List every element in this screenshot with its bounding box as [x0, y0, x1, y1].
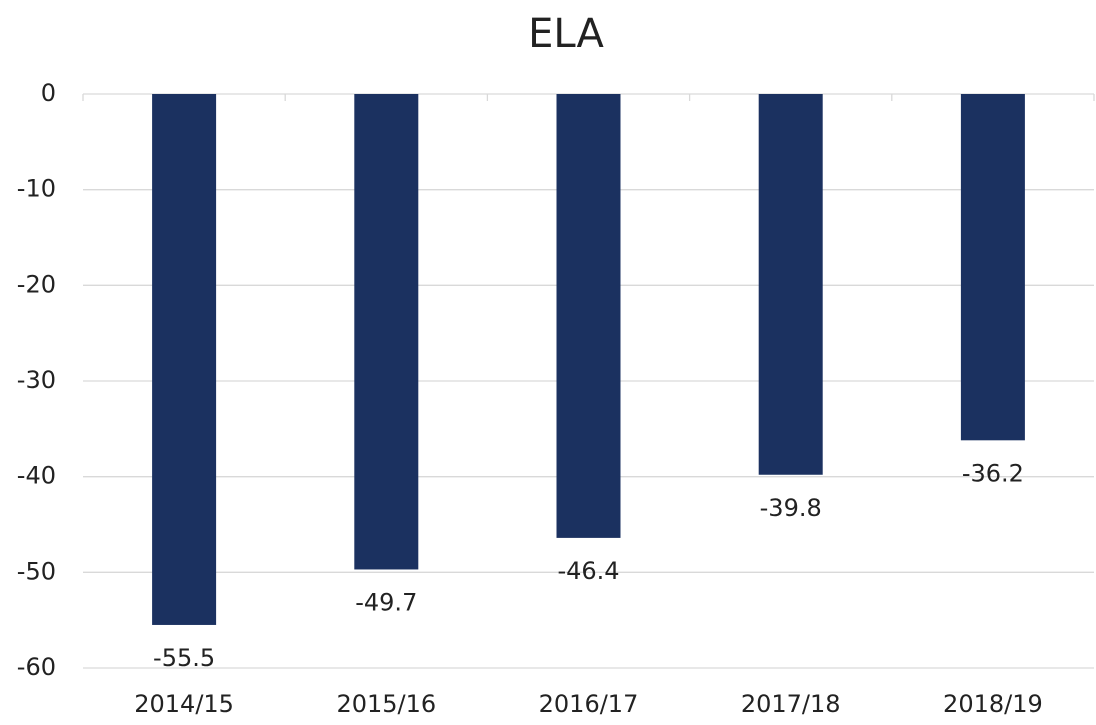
data-label: -36.2: [962, 459, 1024, 487]
y-tick-label: -60: [17, 653, 56, 681]
x-tick-label: 2015/16: [336, 690, 436, 718]
x-tick-label: 2018/19: [943, 690, 1043, 718]
data-label: -55.5: [153, 644, 215, 672]
data-label: -49.7: [355, 588, 417, 616]
x-tick-label: 2017/18: [741, 690, 841, 718]
y-tick-label: 0: [41, 79, 56, 107]
x-tick-label: 2016/17: [539, 690, 639, 718]
y-tick-label: -10: [17, 175, 56, 203]
y-tick-label: -40: [17, 462, 56, 490]
bar: [354, 94, 419, 570]
bar: [556, 94, 621, 538]
bar: [758, 94, 823, 475]
data-label: -39.8: [760, 494, 822, 522]
y-tick-label: -30: [17, 366, 56, 394]
data-label: -46.4: [557, 557, 619, 585]
y-tick-label: -50: [17, 557, 56, 585]
x-tick-label: 2014/15: [134, 690, 234, 718]
bar: [152, 94, 217, 625]
bar: [960, 94, 1025, 441]
chart-title: ELA: [528, 11, 604, 57]
y-tick-label: -20: [17, 270, 56, 298]
